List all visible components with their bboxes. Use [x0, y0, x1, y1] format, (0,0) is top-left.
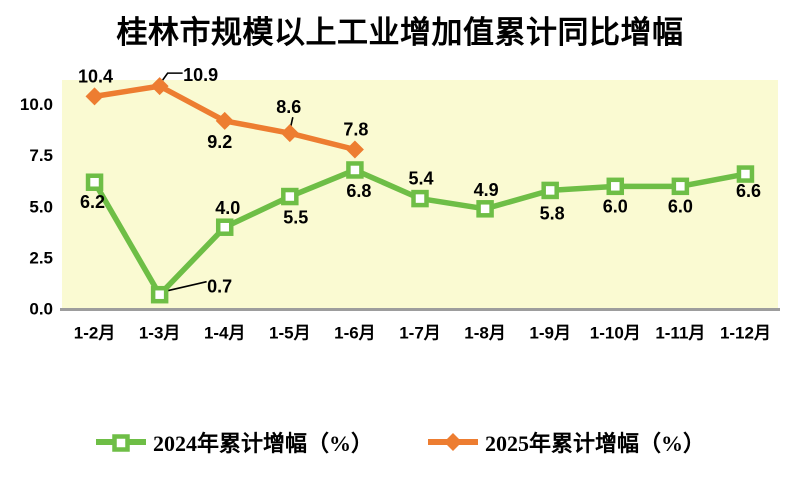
- x-axis-label: 1-8月: [464, 324, 506, 343]
- data-label: 0.7: [207, 277, 232, 297]
- data-label: 10.4: [78, 66, 113, 86]
- series-marker: [411, 189, 429, 208]
- y-tick-label: 0.0: [29, 300, 53, 319]
- x-axis-label: 1-9月: [529, 324, 571, 343]
- data-label: 9.2: [207, 132, 232, 152]
- data-label: 5.5: [283, 208, 308, 228]
- data-label: 10.9: [183, 65, 218, 85]
- data-label: 6.0: [668, 196, 693, 216]
- y-tick-label: 10.0: [20, 95, 53, 114]
- data-label: 6.2: [80, 192, 105, 212]
- x-axis-label: 1-3月: [139, 324, 181, 343]
- label-leader-line: [167, 280, 207, 292]
- label-leader-line: [290, 116, 294, 127]
- series-marker: [150, 77, 169, 96]
- legend-marker-2025-icon: [428, 433, 478, 451]
- x-axis-label: 1-12月: [720, 324, 771, 343]
- series-marker: [476, 200, 494, 218]
- label-leader-line: [161, 72, 183, 81]
- data-label: 4.0: [215, 198, 240, 218]
- y-tick-label: 5.0: [29, 197, 53, 216]
- series-marker: [215, 218, 234, 236]
- legend-item-2025: 2025年累计增幅（%）: [427, 426, 705, 458]
- x-axis-label: 1-5月: [269, 324, 311, 343]
- x-axis-label: 1-6月: [334, 324, 376, 343]
- series-marker: [85, 87, 104, 106]
- legend-marker-2024-icon: [95, 434, 146, 452]
- chart-title: 桂林市规模以上工业增加值累计同比增幅: [116, 15, 684, 50]
- data-label: 5.8: [540, 203, 565, 223]
- data-label: 6.6: [736, 181, 761, 201]
- series-marker: [280, 124, 299, 143]
- series-marker: [85, 173, 104, 191]
- y-tick-label: 7.5: [29, 146, 53, 165]
- series-marker: [281, 187, 299, 206]
- data-label: 6.0: [603, 196, 628, 216]
- x-axis-label: 1-2月: [74, 324, 116, 343]
- data-label: 4.9: [474, 180, 499, 200]
- data-label: 6.8: [346, 181, 371, 201]
- legend-item-2024: 2024年累计增幅（%）: [95, 426, 373, 458]
- data-label: 8.6: [276, 97, 301, 117]
- legend-label-2025: 2025年累计增幅（%）: [485, 431, 706, 456]
- series-marker: [606, 177, 625, 196]
- series-marker: [671, 177, 690, 196]
- x-axis-label: 1-10月: [590, 324, 641, 343]
- line-chart-plot: 0.0 2.5 5.0 7.5 10.0 1-2月 1-3月 1-4月 1-5月 1-6月 1-7月…: [20, 65, 780, 343]
- y-tick-label: 2.5: [29, 248, 53, 267]
- series-marker: [346, 161, 364, 179]
- x-axis-label: 1-4月: [204, 324, 246, 343]
- data-label: 5.4: [408, 169, 433, 189]
- x-axis-label: 1-11月: [655, 324, 705, 343]
- series-marker: [215, 111, 234, 130]
- data-label: 7.8: [343, 120, 368, 140]
- series-marker: [345, 140, 364, 159]
- series-marker: [541, 181, 559, 200]
- series-marker: [736, 165, 755, 183]
- series-marker: [150, 285, 169, 304]
- legend-label-2024: 2024年累计增幅（%）: [152, 431, 373, 456]
- x-axis-label: 1-7月: [399, 324, 441, 343]
- chart-legend: 2024年累计增幅（%） 2025年累计增幅（%）: [0, 426, 800, 458]
